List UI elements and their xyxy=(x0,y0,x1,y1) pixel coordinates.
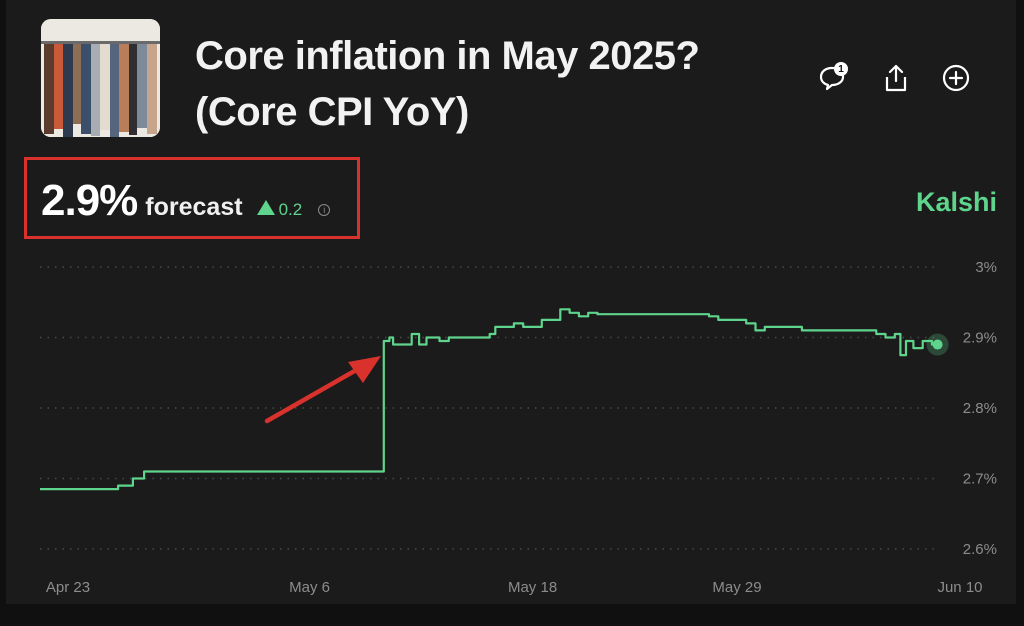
forecast-summary: 2.9% forecast 0.2 i xyxy=(41,176,331,226)
brand-label[interactable]: Kalshi xyxy=(915,187,997,217)
y-tick-label: 2.9% xyxy=(963,330,997,347)
share-icon xyxy=(885,64,907,92)
annotation-arrow-shaft xyxy=(264,366,361,424)
y-tick-label: 2.7% xyxy=(963,471,997,488)
last-point-marker[interactable] xyxy=(932,339,943,350)
forecast-value: 2.9% xyxy=(41,176,138,225)
comments-button[interactable]: 1 xyxy=(812,58,852,98)
highlight-annotation-box xyxy=(24,157,360,239)
add-to-watchlist-button[interactable] xyxy=(936,58,976,98)
x-tick-label: Jun 10 xyxy=(937,579,982,596)
forecast-change-value: 0.2 xyxy=(278,200,303,219)
up-triangle-icon xyxy=(256,200,275,215)
market-title: Core inflation in May 2025? (Core CPI Yo… xyxy=(195,28,795,140)
title-line-1: Core inflation in May 2025? xyxy=(195,34,700,78)
market-card xyxy=(6,0,1016,604)
annotation-arrow-head xyxy=(348,356,381,383)
comment-count-badge: 1 xyxy=(834,62,848,76)
info-icon[interactable]: i xyxy=(318,204,331,216)
y-tick-label: 3% xyxy=(975,259,997,276)
market-thumbnail[interactable] xyxy=(41,19,160,137)
x-tick-label: May 18 xyxy=(508,579,557,596)
x-tick-label: Apr 23 xyxy=(46,579,90,596)
x-tick-label: May 29 xyxy=(712,579,761,596)
y-tick-label: 2.8% xyxy=(963,400,997,417)
forecast-change: 0.2 xyxy=(256,200,303,220)
series-line xyxy=(40,308,938,491)
add-circle-icon xyxy=(942,64,970,92)
x-tick-label: May 6 xyxy=(289,579,330,596)
share-button[interactable] xyxy=(876,58,916,98)
title-line-2: (Core CPI YoY) xyxy=(195,90,469,134)
y-tick-label: 2.6% xyxy=(963,541,997,558)
forecast-label: forecast xyxy=(145,193,243,221)
